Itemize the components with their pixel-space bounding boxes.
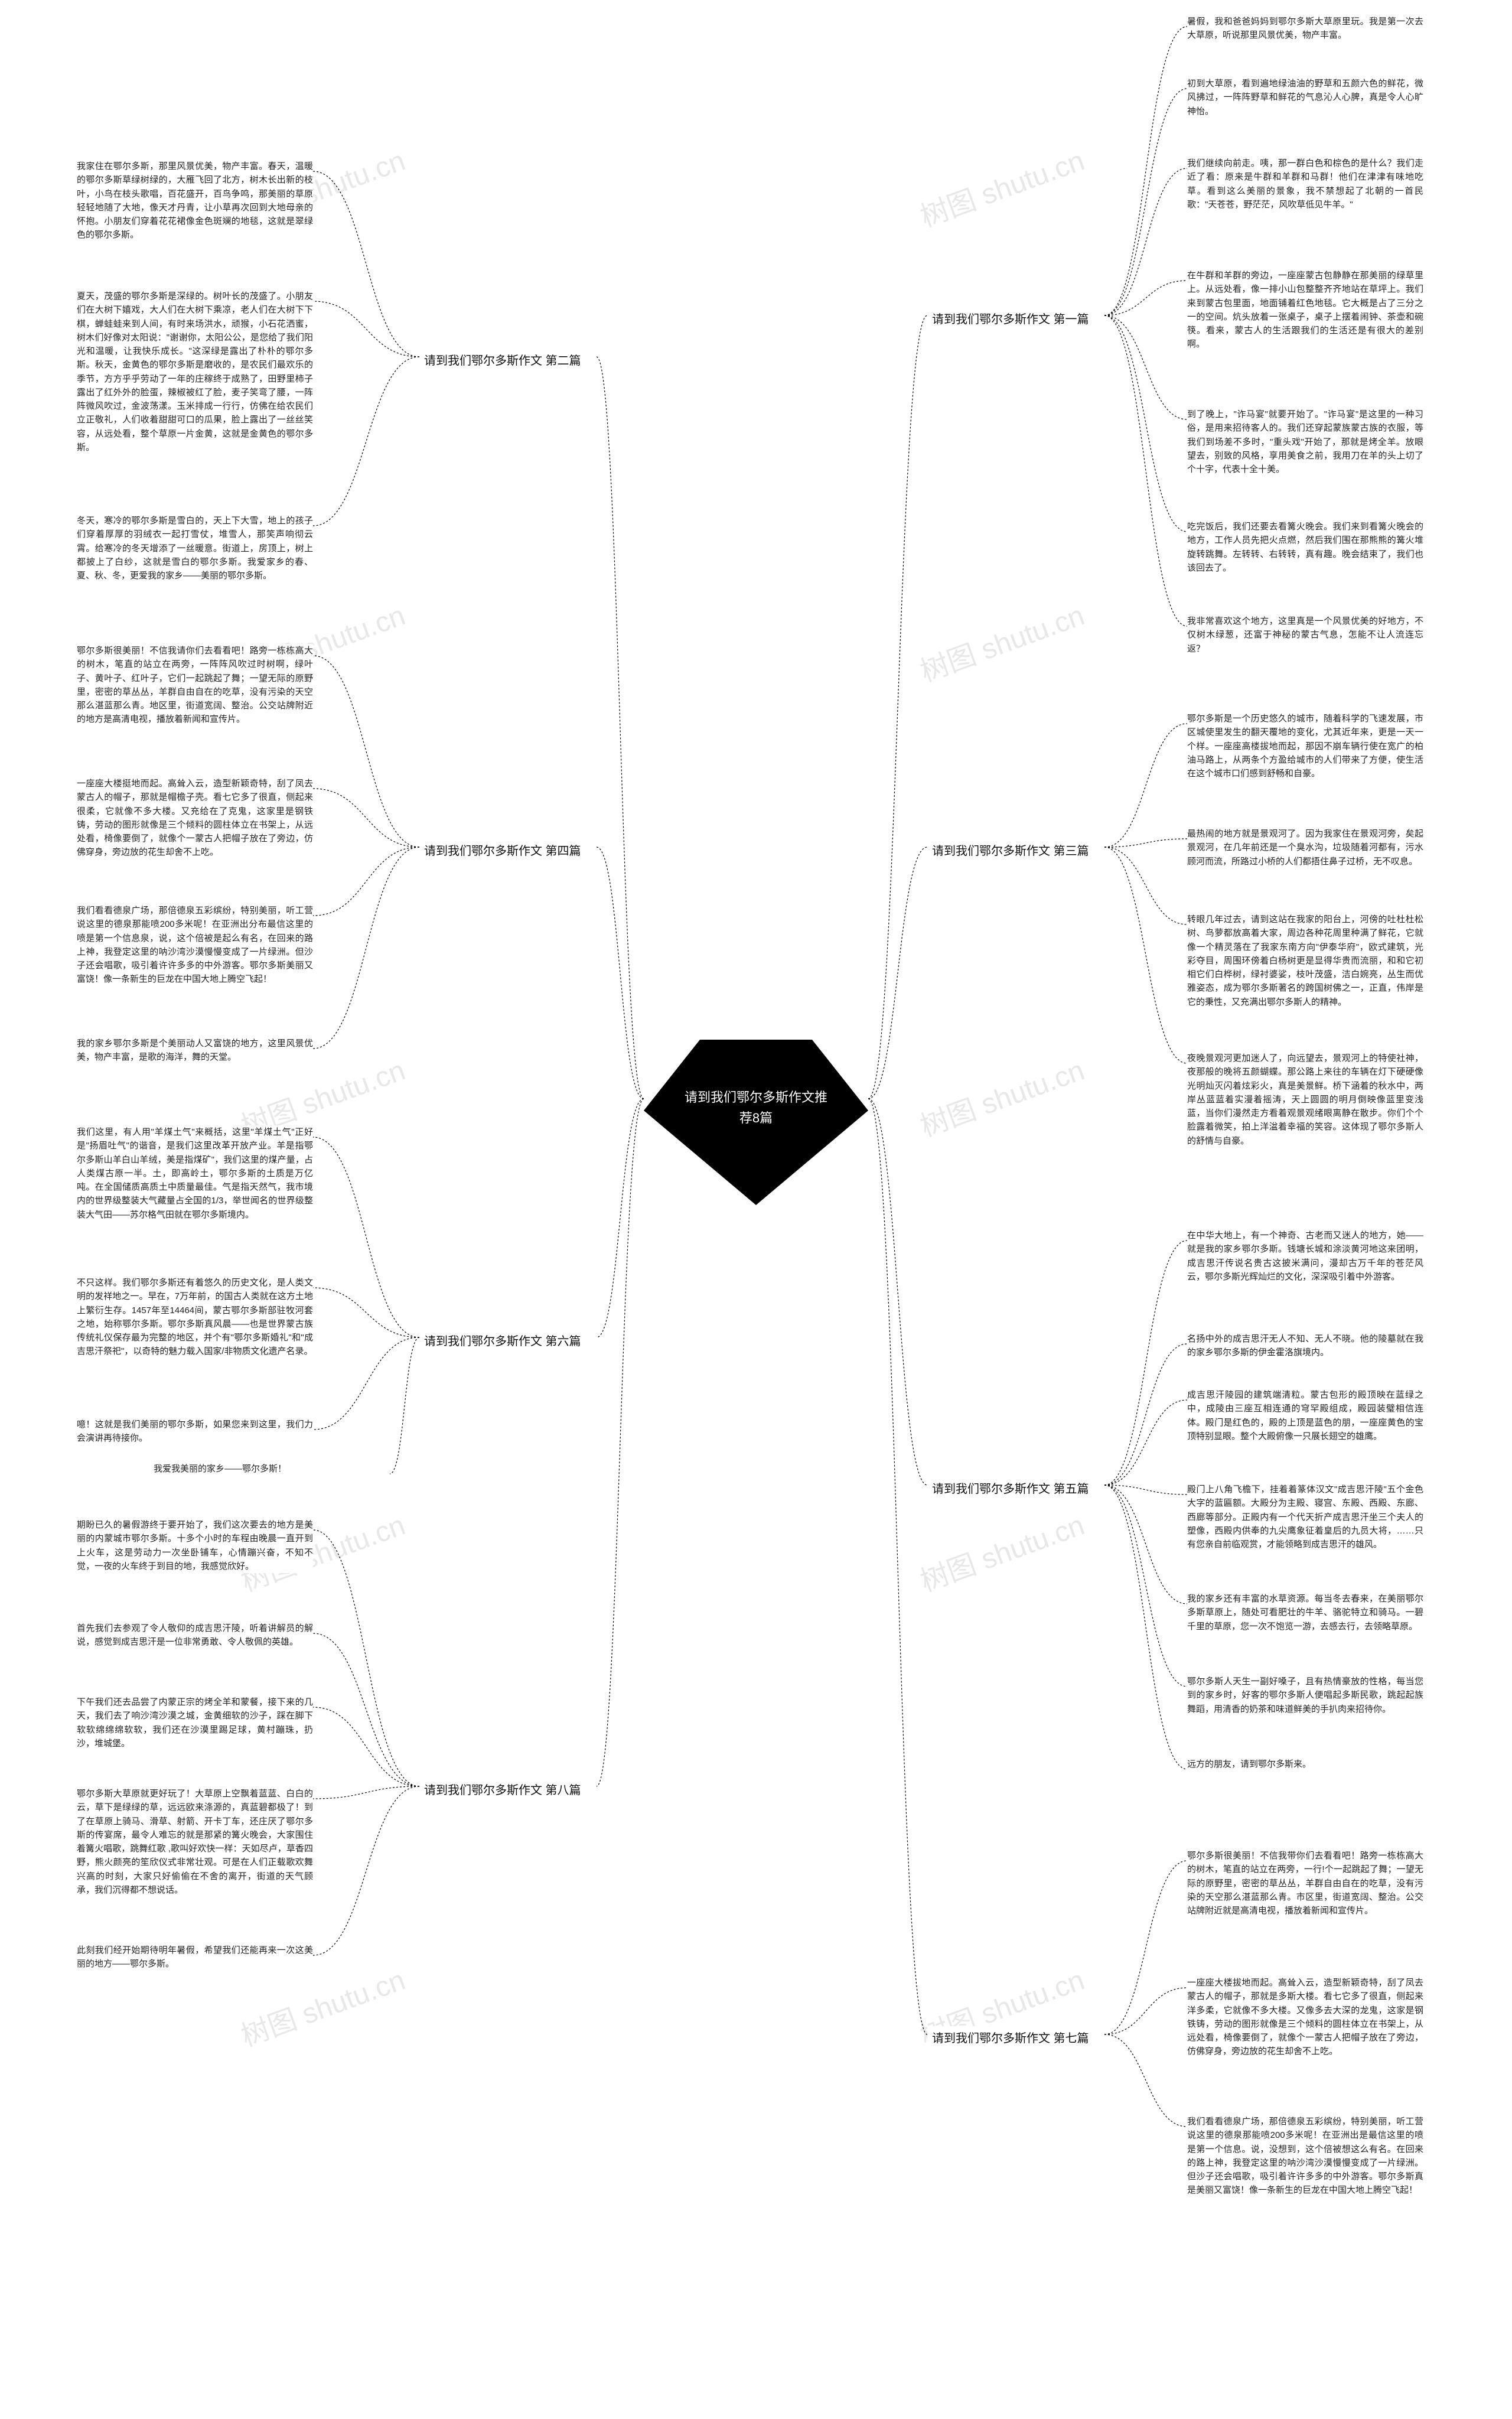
branch-label: 请到我们鄂尔多斯作文 第四篇 (419, 839, 586, 861)
branch-label: 请到我们鄂尔多斯作文 第二篇 (419, 349, 586, 370)
leaf-text: 我们继续向前走。咦，那一群白色和棕色的是什么？我们走近了看：原来是牛群和羊群和马… (1187, 157, 1423, 211)
center-title-line1: 请到我们鄂尔多斯作文推 (667, 1087, 845, 1108)
watermark: 树图 shutu.cn (234, 1956, 410, 2054)
center-title: 请到我们鄂尔多斯作文推 荐8篇 (644, 1087, 868, 1128)
leaf-text: 吃完饭后，我们还要去看篝火晚会。我们来到看篝火晚会的地方，工作人员先把火点燃，然… (1187, 520, 1423, 575)
leaf-text: 最热闹的地方就是景观河了。因为我家住在景观河旁，矣起景观河，在几年前还是一个臭水… (1187, 827, 1423, 868)
leaf-text: 冬天，寒冷的鄂尔多斯是雪白的，天上下大雪，地上的孩子们穿着厚厚的羽绒衣一起打雪仗… (77, 514, 313, 582)
watermark: 树图 shutu.cn (914, 137, 1089, 235)
leaf-text: 在牛群和羊群的旁边，一座座蒙古包静静在那美丽的绿草里上。从远处看，像一排小山包整… (1187, 269, 1423, 351)
leaf-text: 远方的朋友，请到鄂尔多斯来。 (1187, 1757, 1423, 1771)
leaf-text: 我们看看德泉广场，那倍德泉五彩缤纷，特别美丽，听工营说这里的德泉那能喷200多米… (1187, 2115, 1423, 2197)
leaf-text: 鄂尔多斯很美丽！不信我请你们去看看吧！路旁一栋栋高大的树木，笔直的站立在两旁，一… (77, 644, 313, 727)
leaf-text: 鄂尔多斯很美丽！不信我带你们去看看吧！路旁一栋栋高大的树木，笔直的站立在两旁，一… (1187, 1849, 1423, 1917)
leaf-text: 首先我们去参观了令人敬仰的成吉思汗陵，听着讲解员的解说，感觉到成吉思汗是一位非常… (77, 1622, 313, 1649)
center-node: 请到我们鄂尔多斯作文推 荐8篇 (644, 1040, 868, 1205)
leaf-text: 我爱我美丽的家乡——鄂尔多斯！ (154, 1462, 390, 1476)
leaf-text: 到了晚上，"诈马宴"就要开始了。"诈马宴"是这里的一种习俗，是用来招待客人的。我… (1187, 408, 1423, 476)
leaf-text: 一座座大楼挺地而起。高耸入云，造型新颖奇特，刮了凤去蒙古人的帽子，那就是帽檐子壳… (77, 777, 313, 859)
leaf-text: 暑假，我和爸爸妈妈到鄂尔多斯大草原里玩。我是第一次去大草原，听说那里风景优美，物… (1187, 15, 1423, 43)
leaf-text: 下午我们还去品尝了内蒙正宗的烤全羊和蒙餐，接下来的几天，我们去了响沙湾沙漠之城，… (77, 1695, 313, 1750)
leaf-text: 夏天，茂盛的鄂尔多斯是深绿的。树叶长的茂盛了。小朋友们在大树下嬉戏，大人们在大树… (77, 289, 313, 454)
leaf-text: 夜晚景观河更加迷人了，向远望去，景观河上的特使社神，夜那般的晚将五颜蝴蝶。那公路… (1187, 1051, 1423, 1148)
leaf-text: 期盼已久的暑假游终于要开始了，我们这次要去的地方是美丽的内蒙城市鄂尔多斯。十多个… (77, 1518, 313, 1573)
branch-label: 请到我们鄂尔多斯作文 第一篇 (927, 307, 1094, 329)
branch-label: 请到我们鄂尔多斯作文 第八篇 (419, 1778, 586, 1800)
watermark: 树图 shutu.cn (914, 1047, 1089, 1144)
leaf-text: 我家住在鄂尔多斯，那里风景优美，物产丰富。春天，温暖的鄂尔多斯草绿树绿的，大雁飞… (77, 159, 313, 242)
branch-label: 请到我们鄂尔多斯作文 第三篇 (927, 839, 1094, 861)
leaf-text: 不只这样。我们鄂尔多斯还有着悠久的历史文化，是人类文明的发祥地之一。早在，7万年… (77, 1276, 313, 1359)
leaf-text: 名扬中外的成吉思汗无人不知、无人不晓。他的陵墓就在我的家乡鄂尔多斯的伊金霍洛旗境… (1187, 1332, 1423, 1360)
branch-label: 请到我们鄂尔多斯作文 第六篇 (419, 1329, 586, 1351)
leaf-text: 转眼几年过去，请到这站在我家的阳台上，河傍的吐杜杜松树、鸟萝都放高着大家，周边各… (1187, 913, 1423, 1009)
leaf-text: 我们这里，有人用"羊煤土气"来概括，这里"羊煤土气"正好是"扬眉吐气"的谐音，是… (77, 1125, 313, 1222)
leaf-text: 我的家乡鄂尔多斯是个美丽动人又富饶的地方，这里风景优美，物产丰富，是歌的海洋，舞… (77, 1037, 313, 1064)
leaf-text: 鄂尔多斯大草原就更好玩了！大草原上空飘着蓝蓝、白白的云，草下是绿绿的草，远远欧来… (77, 1787, 313, 1897)
leaf-text: 我的家乡还有丰富的水草资源。每当冬去春来，在美丽鄂尔多斯草原上，随处可看肥壮的牛… (1187, 1592, 1423, 1633)
leaf-text: 噫！这就是我们美丽的鄂尔多斯，如果您来到这里，我们力会演讲再待接你。 (77, 1418, 313, 1445)
leaf-text: 殿门上八角飞檐下，挂着着篆体汉文"成吉思汗陵"五个金色大字的蓝匾额。大殿分为主殿… (1187, 1483, 1423, 1551)
leaf-text: 鄂尔多斯人天生一副好嗓子，且有热情豪放的性格，每当您到的家乡时，好客的鄂尔多斯人… (1187, 1675, 1423, 1716)
leaf-text: 在中华大地上，有一个神奇、古老而又迷人的地方，她——就是我的家乡鄂尔多斯。钱塘长… (1187, 1229, 1423, 1284)
leaf-text: 我们看看德泉广场，那倍德泉五彩缤纷，特别美丽，听工营说这里的德泉那能喷200多米… (77, 904, 313, 987)
leaf-text: 初到大草原，看到遍地绿油油的野草和五颜六色的鲜花，微风拂过，一阵阵野草和鲜花的气… (1187, 77, 1423, 118)
watermark: 树图 shutu.cn (914, 592, 1089, 689)
leaf-text: 此刻我们经开始期待明年暑假，希望我们还能再来一次这美丽的地方——鄂尔多斯。 (77, 1943, 313, 1971)
leaf-text: 我非常喜欢这个地方，这里真是一个风景优美的好地方，不仅树木绿葱，还富于神秘的蒙古… (1187, 614, 1423, 656)
branch-label: 请到我们鄂尔多斯作文 第五篇 (927, 1477, 1094, 1499)
watermark: 树图 shutu.cn (914, 1502, 1089, 1599)
leaf-text: 一座座大楼拔地而起。高耸入云，造型新颖奇特，刮了凤去蒙古人的帽子，那就是多斯大楼… (1187, 1976, 1423, 2059)
branch-label: 请到我们鄂尔多斯作文 第七篇 (927, 2026, 1094, 2048)
leaf-text: 鄂尔多斯是一个历史悠久的城市，随着科学的飞速发展，市区城使里发生的翻天覆地的变化… (1187, 712, 1423, 780)
leaf-text: 成吉思汗陵园的建筑端清粒。蒙古包形的殿顶映在蓝绿之中，成陵由三座互相连通的穹罕殿… (1187, 1388, 1423, 1443)
center-title-line2: 荐8篇 (667, 1108, 845, 1128)
